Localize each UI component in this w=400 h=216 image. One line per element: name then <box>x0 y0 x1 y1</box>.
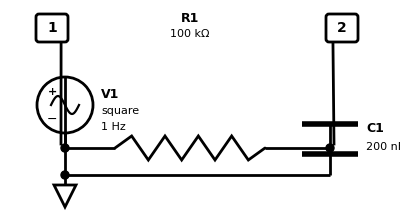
Circle shape <box>61 144 69 152</box>
FancyBboxPatch shape <box>36 14 68 42</box>
FancyBboxPatch shape <box>326 14 358 42</box>
Text: V1: V1 <box>101 89 119 102</box>
Circle shape <box>326 144 334 152</box>
Text: −: − <box>47 113 58 126</box>
Text: 1 Hz: 1 Hz <box>101 122 126 132</box>
Text: square: square <box>101 106 139 116</box>
Text: 2: 2 <box>337 21 347 35</box>
Text: R1: R1 <box>181 11 199 24</box>
Text: C1: C1 <box>366 122 384 135</box>
Text: 200 nF: 200 nF <box>366 142 400 152</box>
Text: 100 kΩ: 100 kΩ <box>170 29 210 39</box>
Text: +: + <box>48 87 57 97</box>
Text: 1: 1 <box>47 21 57 35</box>
Circle shape <box>61 171 69 179</box>
